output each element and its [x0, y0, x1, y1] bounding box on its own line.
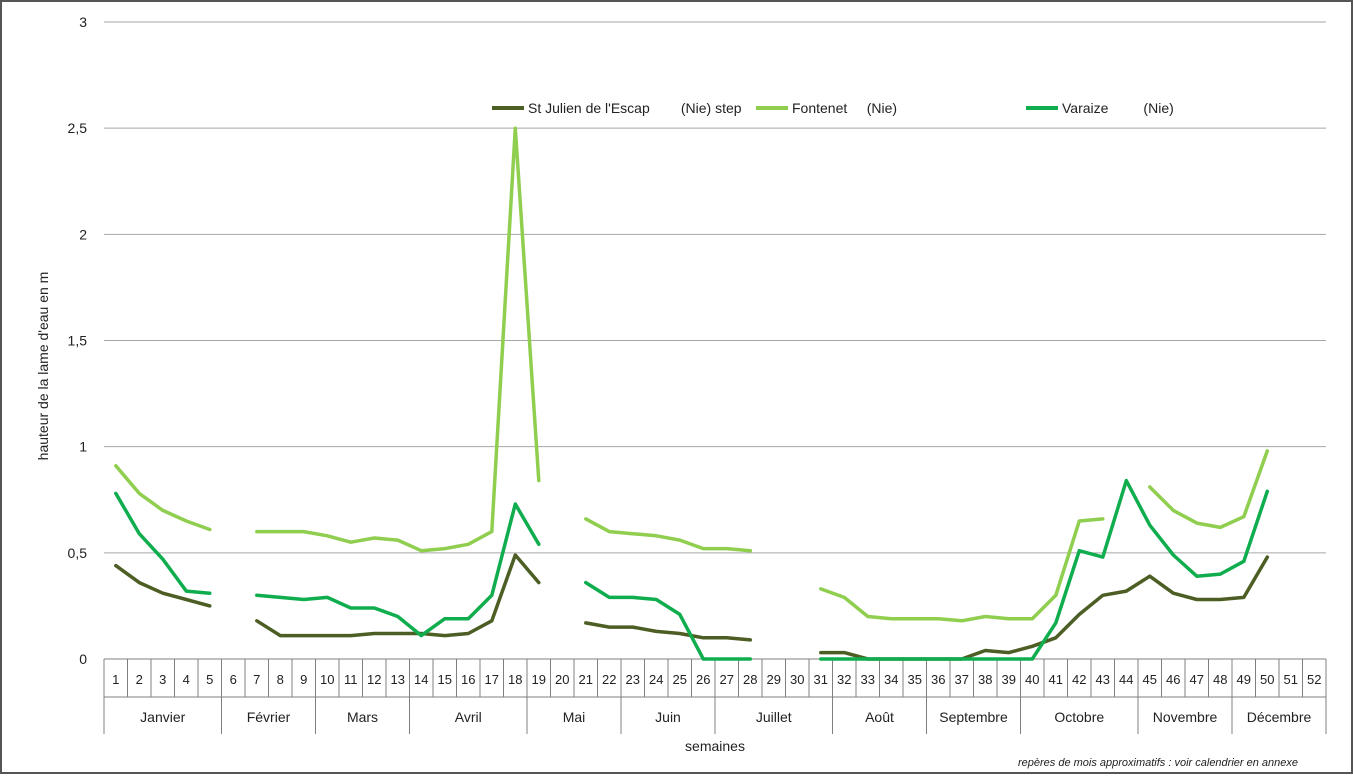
legend-label: Fontenet (Nie)	[792, 100, 897, 116]
week-tick-label: 24	[649, 672, 663, 687]
week-tick-label: 44	[1119, 672, 1133, 687]
week-tick-label: 18	[508, 672, 522, 687]
week-tick-label: 33	[861, 672, 875, 687]
legend: St Julien de l'Escap (Nie) step Fontenet …	[492, 100, 1174, 116]
week-tick-label: 39	[1002, 672, 1016, 687]
series-segment	[584, 621, 753, 642]
grid-lines	[104, 21, 1326, 660]
week-tick-label: 52	[1307, 672, 1321, 687]
legend-label: Varaize (Nie)	[1062, 100, 1174, 116]
week-tick-label: 15	[438, 672, 452, 687]
week-tick-label: 30	[790, 672, 804, 687]
y-tick-label: 1	[79, 439, 87, 455]
week-tick-label: 22	[602, 672, 616, 687]
week-tick-label: 5	[206, 672, 213, 687]
month-label: Septembre	[939, 709, 1008, 725]
week-tick-label: 42	[1072, 672, 1086, 687]
y-tick-label: 1,5	[68, 333, 88, 349]
week-tick-label: 8	[277, 672, 284, 687]
week-tick-label: 25	[673, 672, 687, 687]
week-tick-label: 34	[884, 672, 898, 687]
series-segment	[1148, 449, 1270, 530]
month-label: Juillet	[756, 709, 792, 725]
week-tick-label: 11	[344, 672, 358, 687]
week-tick-label: 50	[1260, 672, 1274, 687]
week-tick-label: 31	[814, 672, 828, 687]
week-tick-label: 1	[112, 672, 119, 687]
week-tick-label: 19	[532, 672, 546, 687]
week-tick-label: 20	[555, 672, 569, 687]
week-tick-label: 45	[1143, 672, 1157, 687]
week-tick-label: 9	[300, 672, 307, 687]
week-tick-label: 6	[230, 672, 237, 687]
y-tick-label: 2	[79, 226, 87, 242]
week-tick-label: 29	[767, 672, 781, 687]
week-tick-label: 41	[1049, 672, 1063, 687]
week-tick-label: 12	[367, 672, 381, 687]
month-label: Août	[865, 709, 894, 725]
week-tick-label: 16	[461, 672, 475, 687]
week-tick-label: 13	[391, 672, 405, 687]
week-tick-label: 35	[908, 672, 922, 687]
week-tick-label: 48	[1213, 672, 1227, 687]
week-tick-label: 47	[1190, 672, 1204, 687]
week-tick-label: 51	[1284, 672, 1298, 687]
week-tick-label: 43	[1096, 672, 1110, 687]
week-tick-label: 2	[136, 672, 143, 687]
week-tick-label: 37	[955, 672, 969, 687]
series-segment	[114, 563, 212, 608]
y-axis-ticks: 0 0,5 1 1,5 2 2,5 3	[68, 14, 88, 667]
series-segment	[114, 491, 212, 595]
month-label: Mai	[563, 709, 586, 725]
week-tick-label: 23	[626, 672, 640, 687]
series-segment	[819, 517, 1105, 623]
series-line	[114, 478, 1270, 661]
series-segment	[255, 502, 541, 638]
week-tick-label: 28	[743, 672, 757, 687]
y-tick-label: 0	[79, 651, 87, 667]
week-tick-label: 46	[1166, 672, 1180, 687]
week-tick-label: 3	[159, 672, 166, 687]
y-tick-label: 3	[79, 14, 87, 30]
legend-label: St Julien de l'Escap (Nie) step	[528, 100, 742, 116]
month-label: Janvier	[140, 709, 185, 725]
week-tick-label: 17	[485, 672, 499, 687]
week-tick-label: 36	[931, 672, 945, 687]
month-label: Novembre	[1153, 709, 1218, 725]
series-segment	[584, 580, 753, 661]
month-label: Octobre	[1054, 709, 1104, 725]
week-tick-label: 49	[1237, 672, 1251, 687]
week-tick-label: 27	[720, 672, 734, 687]
week-tick-label: 21	[579, 672, 593, 687]
series-line	[114, 126, 1270, 623]
month-label: Avril	[455, 709, 482, 725]
month-label: Décembre	[1247, 709, 1312, 725]
x-axis-label: semaines	[685, 738, 745, 754]
x-axis: 1 2 3 4 5 6 7 8 9 10 11 12 13 14 15 16 17 18 19 20 21 22 23 24 2…	[103, 658, 1327, 734]
week-tick-label: 4	[183, 672, 190, 687]
week-tick-label: 32	[837, 672, 851, 687]
series-segment	[584, 517, 753, 553]
y-tick-label: 0,5	[68, 545, 88, 561]
week-tick-label: 7	[253, 672, 260, 687]
series-segment	[255, 126, 541, 553]
week-tick-label: 26	[696, 672, 710, 687]
week-tick-label: 10	[320, 672, 334, 687]
month-note: repères de mois approximatifs : voir cal…	[1018, 757, 1298, 769]
series-lines	[114, 126, 1270, 661]
month-label: Mars	[347, 709, 378, 725]
y-tick-label: 2,5	[68, 120, 88, 136]
series-segment	[255, 553, 541, 638]
series-segment	[114, 464, 212, 532]
week-tick-label: 14	[414, 672, 428, 687]
month-label: Février	[247, 709, 291, 725]
series-segment	[819, 478, 1270, 661]
week-tick-label: 40	[1025, 672, 1039, 687]
week-tick-label: 38	[978, 672, 992, 687]
y-axis-label: hauteur de la lame d'eau en m	[35, 272, 51, 461]
month-label: Juin	[655, 709, 681, 725]
series-line	[114, 553, 1270, 661]
